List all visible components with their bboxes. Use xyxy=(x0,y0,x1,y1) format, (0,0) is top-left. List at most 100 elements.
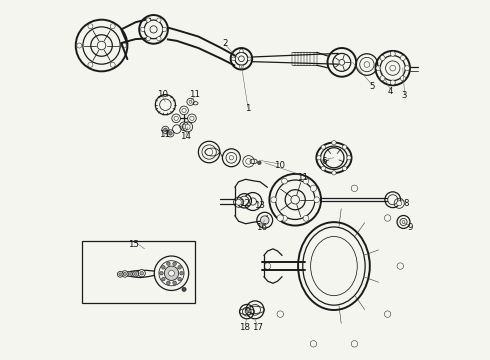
Circle shape xyxy=(88,24,93,29)
Circle shape xyxy=(122,271,128,277)
Text: 15: 15 xyxy=(128,240,139,249)
Text: 11: 11 xyxy=(297,173,308,182)
Text: 4: 4 xyxy=(388,86,393,95)
Text: 10: 10 xyxy=(157,90,168,99)
Circle shape xyxy=(133,271,139,277)
Circle shape xyxy=(178,266,181,269)
Circle shape xyxy=(314,197,319,203)
Circle shape xyxy=(380,76,385,81)
Circle shape xyxy=(77,43,82,48)
Text: 17: 17 xyxy=(252,323,263,332)
Circle shape xyxy=(390,80,395,85)
Circle shape xyxy=(343,145,347,149)
Text: 14: 14 xyxy=(180,132,191,141)
Circle shape xyxy=(347,156,351,160)
Circle shape xyxy=(162,27,167,32)
Circle shape xyxy=(160,99,171,111)
Circle shape xyxy=(310,185,317,192)
Circle shape xyxy=(277,215,284,221)
Circle shape xyxy=(117,271,123,277)
Circle shape xyxy=(249,198,256,205)
Circle shape xyxy=(245,310,248,314)
Circle shape xyxy=(123,273,126,275)
Circle shape xyxy=(282,216,287,221)
Circle shape xyxy=(303,216,309,221)
Circle shape xyxy=(343,166,347,171)
Circle shape xyxy=(339,59,344,65)
Circle shape xyxy=(164,266,179,280)
Circle shape xyxy=(169,270,174,276)
Circle shape xyxy=(180,106,188,115)
Circle shape xyxy=(310,341,317,347)
Text: 6: 6 xyxy=(321,157,327,166)
Text: 2: 2 xyxy=(222,39,228,48)
Circle shape xyxy=(250,305,260,315)
Text: 10: 10 xyxy=(273,161,285,170)
Circle shape xyxy=(402,221,405,224)
Circle shape xyxy=(271,197,276,203)
Circle shape xyxy=(380,55,385,60)
Circle shape xyxy=(390,51,395,56)
Circle shape xyxy=(157,37,161,41)
Text: 3: 3 xyxy=(402,91,407,100)
Circle shape xyxy=(146,37,150,41)
Circle shape xyxy=(167,281,170,285)
Circle shape xyxy=(277,311,284,318)
Text: 18: 18 xyxy=(240,323,250,332)
Circle shape xyxy=(400,76,405,81)
Circle shape xyxy=(88,62,93,67)
Circle shape xyxy=(384,215,391,221)
Circle shape xyxy=(258,161,261,165)
Circle shape xyxy=(240,65,243,68)
Text: 16: 16 xyxy=(256,223,267,232)
Circle shape xyxy=(397,263,403,269)
Text: 11: 11 xyxy=(189,90,200,99)
Text: 13: 13 xyxy=(254,201,265,210)
Circle shape xyxy=(160,271,163,275)
Circle shape xyxy=(180,122,188,131)
Circle shape xyxy=(245,158,251,164)
Circle shape xyxy=(247,57,251,60)
Circle shape xyxy=(110,24,115,29)
Text: 9: 9 xyxy=(407,223,413,232)
Circle shape xyxy=(97,41,106,50)
Circle shape xyxy=(240,196,249,206)
Circle shape xyxy=(185,125,190,130)
Text: 5: 5 xyxy=(369,82,375,91)
Circle shape xyxy=(240,49,243,53)
Circle shape xyxy=(182,287,186,292)
Circle shape xyxy=(303,178,309,184)
Circle shape xyxy=(150,26,157,33)
Circle shape xyxy=(332,171,336,175)
Circle shape xyxy=(110,62,115,67)
Circle shape xyxy=(236,199,242,205)
Circle shape xyxy=(157,18,161,22)
Circle shape xyxy=(229,156,234,160)
Circle shape xyxy=(178,277,181,281)
Circle shape xyxy=(173,281,176,285)
Circle shape xyxy=(162,266,165,269)
Circle shape xyxy=(351,341,358,347)
Circle shape xyxy=(332,140,336,145)
Circle shape xyxy=(167,262,170,265)
Text: 11: 11 xyxy=(159,130,170,139)
Circle shape xyxy=(205,148,213,156)
Circle shape xyxy=(384,311,391,318)
Circle shape xyxy=(321,166,325,171)
Circle shape xyxy=(232,57,235,60)
Circle shape xyxy=(324,148,344,168)
Circle shape xyxy=(388,195,398,205)
Circle shape xyxy=(140,271,144,275)
Circle shape xyxy=(169,132,172,135)
Circle shape xyxy=(162,277,165,281)
Circle shape xyxy=(265,263,271,269)
Circle shape xyxy=(397,201,402,206)
Circle shape xyxy=(127,271,132,276)
Circle shape xyxy=(119,273,122,276)
Circle shape xyxy=(164,128,167,132)
Circle shape xyxy=(321,145,325,149)
Circle shape xyxy=(188,114,196,123)
Text: 12: 12 xyxy=(240,199,250,208)
Circle shape xyxy=(173,262,176,265)
Circle shape xyxy=(172,114,180,123)
